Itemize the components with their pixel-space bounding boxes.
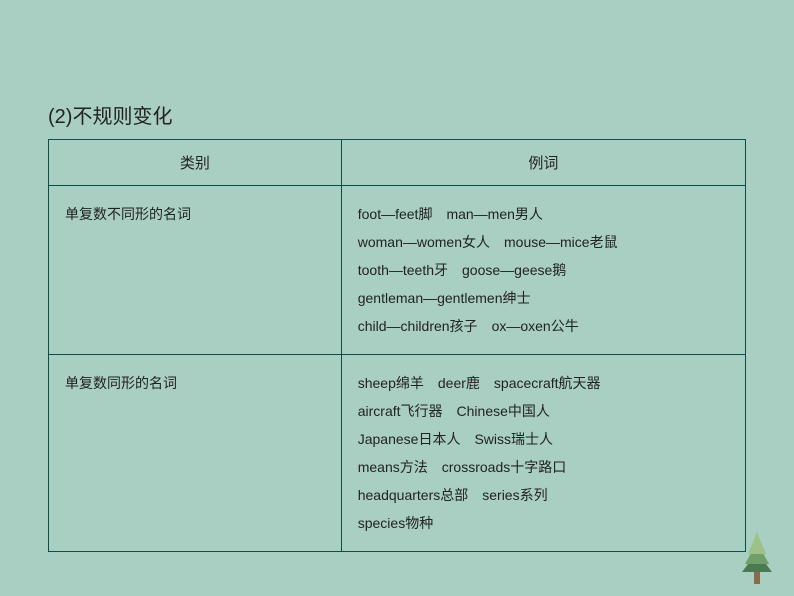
table-row: 单复数同形的名词 sheep绵羊 deer鹿 spacecraft航天器 aircraf…: [49, 355, 746, 552]
example-term: Swiss瑞士人: [474, 431, 553, 447]
example-term: mouse—mice老鼠: [504, 234, 618, 250]
table-row: 单复数不同形的名词 foot—feet脚 man—men男人 woman—women女…: [49, 186, 746, 355]
example-term: species物种: [358, 515, 433, 531]
table-header-row: 类别 例词: [49, 140, 746, 186]
example-term: spacecraft航天器: [494, 375, 601, 391]
example-term: deer鹿: [438, 375, 480, 391]
category-cell: 单复数不同形的名词: [49, 186, 342, 355]
example-term: Chinese中国人: [457, 403, 550, 419]
example-term: series系列: [482, 487, 547, 503]
examples-cell: foot—feet脚 man—men男人 woman—women女人 mouse—mi…: [341, 186, 745, 355]
tree-icon: [732, 526, 782, 586]
example-term: gentleman—gentlemen绅士: [358, 290, 531, 306]
irregular-plural-table: 类别 例词 单复数不同形的名词 foot—feet脚 man—men男人 woman—…: [48, 139, 746, 552]
example-term: man—men男人: [446, 206, 542, 222]
col-header-examples: 例词: [341, 140, 745, 186]
example-term: goose—geese鹅: [462, 262, 566, 278]
slide-content: (2)不规则变化 类别 例词 单复数不同形的名词 foot—feet脚 man—me…: [0, 0, 794, 552]
col-header-category: 类别: [49, 140, 342, 186]
example-term: child—children孩子: [358, 318, 478, 334]
example-term: aircraft飞行器: [358, 403, 443, 419]
examples-cell: sheep绵羊 deer鹿 spacecraft航天器 aircraft飞行器 Chin…: [341, 355, 745, 552]
example-term: woman—women女人: [358, 234, 490, 250]
example-term: Japanese日本人: [358, 431, 461, 447]
section-heading: (2)不规则变化: [48, 100, 746, 129]
example-term: sheep绵羊: [358, 375, 424, 391]
example-term: crossroads十字路口: [442, 459, 566, 475]
category-cell: 单复数同形的名词: [49, 355, 342, 552]
example-term: tooth—teeth牙: [358, 262, 448, 278]
example-term: ox—oxen公牛: [492, 318, 579, 334]
example-term: headquarters总部: [358, 487, 469, 503]
example-term: means方法: [358, 459, 428, 475]
example-term: foot—feet脚: [358, 206, 433, 222]
